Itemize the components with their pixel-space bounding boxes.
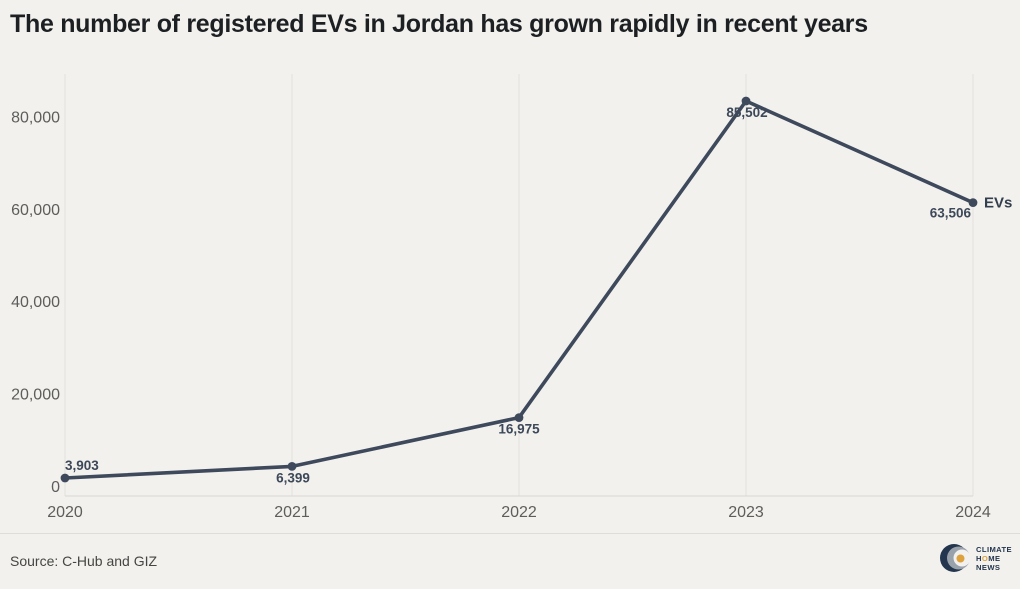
- data-point-markers: [60, 96, 978, 483]
- svg-text:85,502: 85,502: [726, 105, 767, 120]
- logo-line-home: HOME: [976, 553, 1001, 563]
- y-axis-tick-labels: 0 20,000 40,000 60,000 80,000: [11, 109, 60, 496]
- climate-home-news-logo: CLIMATE HOME NEWS: [938, 541, 1012, 575]
- svg-text:0: 0: [51, 479, 60, 496]
- svg-text:2021: 2021: [274, 504, 310, 521]
- footer-divider: [0, 533, 1020, 534]
- chart-title: The number of registered EVs in Jordan h…: [10, 10, 868, 38]
- svg-text:16,975: 16,975: [498, 422, 540, 437]
- svg-text:60,000: 60,000: [11, 202, 60, 219]
- svg-text:6,399: 6,399: [276, 470, 310, 485]
- svg-text:2023: 2023: [728, 504, 764, 521]
- source-note: Source: C-Hub and GIZ: [10, 553, 158, 569]
- svg-text:40,000: 40,000: [11, 294, 60, 311]
- series-label-evs: EVs: [984, 195, 1012, 212]
- climate-home-news-icon: [940, 544, 971, 572]
- svg-text:80,000: 80,000: [11, 109, 60, 126]
- svg-text:63,506: 63,506: [930, 206, 972, 221]
- svg-text:20,000: 20,000: [11, 387, 60, 404]
- svg-text:2024: 2024: [955, 504, 991, 521]
- logo-wordmark: CLIMATE HOME NEWS: [976, 545, 1012, 572]
- logo-line-climate: CLIMATE: [976, 544, 1012, 554]
- logo-line-news: NEWS: [976, 562, 1001, 572]
- data-point-labels: 3,903 6,399 16,975 85,502 63,506: [65, 105, 971, 485]
- svg-text:2020: 2020: [47, 504, 83, 521]
- x-axis-tick-labels: 2020 2021 2022 2023 2024: [47, 504, 991, 521]
- gridlines: [64, 74, 974, 496]
- svg-text:2022: 2022: [501, 504, 537, 521]
- svg-text:3,903: 3,903: [65, 458, 99, 473]
- logo-orange-o: O: [981, 553, 989, 563]
